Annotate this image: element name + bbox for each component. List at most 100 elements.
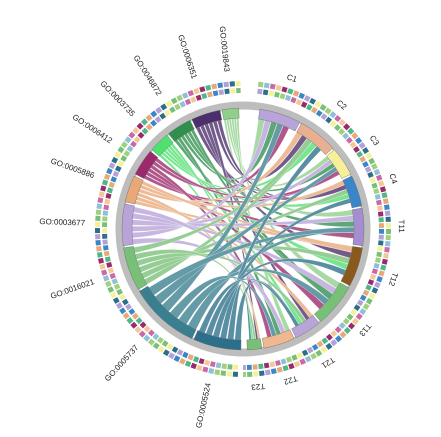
go-outer-ring (224, 88, 230, 95)
go-term-arc (221, 107, 240, 120)
go-term-label: GO:0006412 (71, 112, 115, 145)
sample-outer-ring (373, 188, 380, 195)
sample-outer-ring (385, 229, 391, 235)
sample-outer-ring (315, 109, 323, 117)
sample-outer-ring (247, 371, 253, 377)
go-outer-ring (199, 86, 206, 93)
go-outer-ring (135, 317, 143, 325)
sample-arc (352, 207, 365, 247)
go-outer-ring (150, 119, 157, 127)
sample-outer-ring (377, 246, 383, 252)
go-outer-ring (170, 97, 178, 105)
sample-outer-ring (376, 251, 383, 258)
sample-outer-ring (355, 137, 363, 145)
sample-label: C4 (387, 172, 399, 185)
sample-outer-ring (378, 270, 385, 277)
go-outer-ring (120, 141, 128, 149)
go-outer-ring (152, 333, 160, 341)
go-outer-ring (155, 106, 163, 114)
sample-outer-ring (286, 356, 293, 363)
sample-outer-ring (355, 313, 363, 321)
sample-outer-ring (295, 99, 303, 106)
sample-outer-ring (364, 166, 372, 173)
go-outer-ring (157, 345, 165, 353)
sample-outer-ring (371, 163, 378, 170)
sample-outer-ring (309, 97, 317, 105)
sample-outer-ring (334, 326, 342, 334)
go-outer-ring (105, 280, 112, 288)
sample-outer-ring (342, 317, 350, 325)
go-outer-ring (95, 234, 101, 240)
go-outer-ring (96, 251, 103, 258)
sample-outer-ring (347, 127, 355, 135)
sample-outer-ring (246, 364, 252, 370)
go-outer-ring (124, 136, 132, 144)
go-outer-ring (176, 349, 184, 356)
go-outer-ring (97, 197, 104, 204)
sample-label: T22 (282, 374, 298, 387)
sample-outer-ring (338, 322, 346, 329)
go-outer-ring (115, 165, 122, 172)
sample-outer-ring (338, 119, 346, 127)
sample-arc (314, 282, 350, 322)
sample-outer-ring (257, 88, 263, 95)
sample-outer-ring (314, 100, 322, 108)
sample-outer-ring (320, 346, 328, 354)
go-outer-ring (110, 176, 117, 183)
sample-outer-ring (381, 258, 388, 265)
sample-outer-ring (262, 89, 269, 96)
go-outer-ring (157, 336, 164, 344)
go-outer-ring (190, 96, 197, 103)
go-outer-ring (190, 362, 197, 370)
sample-arc (258, 108, 301, 132)
go-outer-ring (181, 92, 189, 99)
sample-outer-ring (347, 322, 356, 330)
sample-outer-ring (369, 177, 376, 184)
go-outer-ring (141, 127, 149, 135)
sample-outer-ring (310, 352, 317, 360)
go-outer-ring (215, 362, 222, 369)
go-term-label: GO:0003735 (98, 79, 137, 119)
go-outer-ring (128, 131, 136, 139)
go-outer-ring (208, 368, 215, 374)
go-outer-ring (126, 317, 134, 325)
go-outer-ring (140, 118, 148, 126)
sample-arc (342, 175, 363, 209)
sample-arc (326, 149, 352, 179)
sample-outer-ring (375, 174, 383, 181)
go-term-label: GO:0006351 (176, 34, 199, 81)
go-term-arc (134, 150, 159, 179)
sample-outer-ring (374, 281, 381, 289)
go-outer-ring (147, 329, 155, 337)
go-outer-ring (121, 298, 129, 306)
go-outer-ring (212, 90, 219, 97)
sample-outer-ring (362, 161, 369, 168)
go-outer-ring (193, 87, 200, 95)
go-outer-ring (184, 98, 192, 106)
go-outer-ring (143, 325, 151, 333)
go-outer-ring (133, 136, 141, 144)
go-outer-ring (96, 246, 102, 252)
go-outer-ring (102, 210, 109, 216)
go-outer-ring (235, 81, 241, 87)
sample-outer-ring (321, 337, 329, 345)
sample-outer-ring (263, 82, 270, 89)
go-outer-ring (103, 245, 109, 251)
sample-outer-ring (243, 371, 247, 377)
sample-outer-ring (306, 104, 313, 111)
sample-outer-ring (385, 216, 391, 222)
sample-outer-ring (380, 264, 387, 271)
go-outer-ring (120, 155, 128, 162)
go-outer-ring (184, 360, 192, 367)
go-outer-ring (233, 364, 239, 370)
go-outer-ring (122, 312, 130, 320)
sample-outer-ring (383, 252, 389, 259)
sample-outer-ring (325, 342, 333, 350)
sample-outer-ring (275, 84, 282, 91)
go-outer-ring (139, 321, 147, 329)
go-outer-ring (174, 103, 181, 111)
go-outer-ring (107, 267, 114, 274)
sample-outer-ring (306, 346, 314, 354)
sample-outer-ring (371, 287, 379, 294)
sample-outer-ring (338, 128, 346, 136)
